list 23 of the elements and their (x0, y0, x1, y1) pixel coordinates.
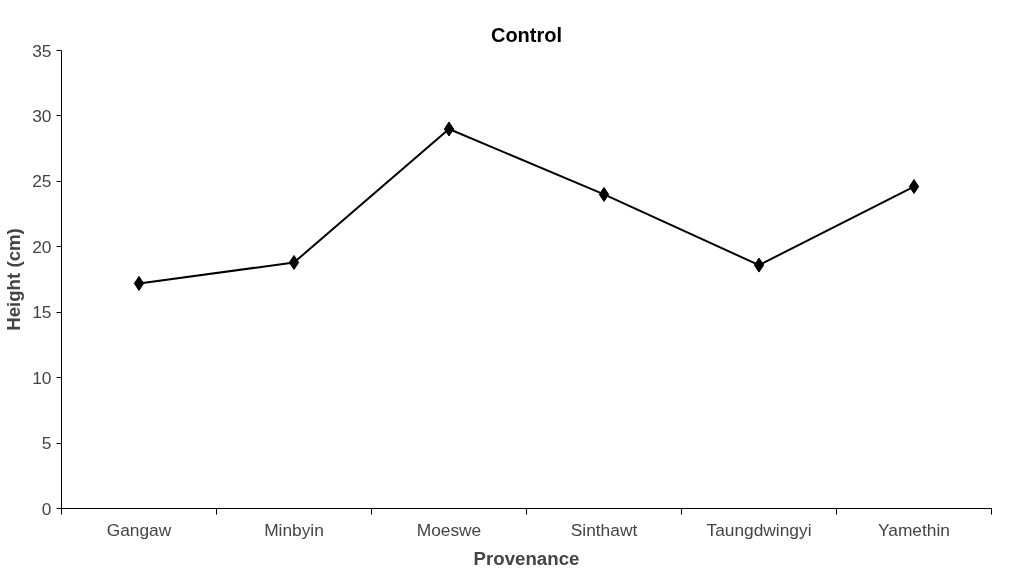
point (908, 179, 920, 195)
y-tick-label: 35 (32, 40, 52, 61)
x-tick-label: Moeswe (416, 519, 482, 540)
x-tick-label: Minbyin (264, 519, 324, 540)
y-tick-label: 25 (32, 171, 52, 192)
point (288, 254, 300, 270)
point (443, 121, 455, 137)
x-tick-label: Yamethin (878, 519, 950, 540)
y-axis-title: Height (cm) (3, 228, 25, 331)
x-tick-label: Taungdwingyi (706, 519, 812, 540)
point (753, 257, 765, 273)
chart-title: Control (490, 23, 563, 46)
y-tick-label: 0 (41, 498, 52, 519)
y-tick-label: 5 (41, 433, 52, 454)
y-tick-label: 15 (32, 302, 52, 323)
point (598, 186, 610, 202)
point (133, 275, 145, 291)
x-tick-label: Gangaw (106, 519, 172, 540)
y-tick-label: 30 (32, 105, 52, 126)
y-tick-label: 10 (32, 367, 52, 388)
x-axis-title: Provenance (473, 547, 580, 569)
x-tick-label: Sinthawt (570, 519, 638, 540)
y-tick-label: 20 (32, 236, 52, 257)
